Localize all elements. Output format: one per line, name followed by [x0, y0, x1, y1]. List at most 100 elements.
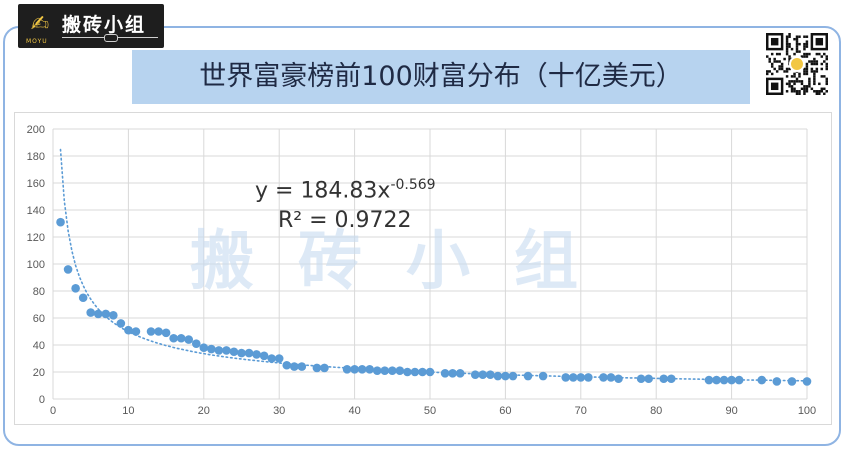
data-point [486, 370, 495, 380]
data-point [350, 365, 359, 374]
data-point [380, 366, 390, 375]
qr-module [785, 70, 789, 73]
qr-module [766, 55, 769, 58]
data-point [599, 373, 608, 382]
x-tick-label: 100 [798, 405, 816, 417]
data-point [455, 369, 465, 378]
qr-module [768, 57, 771, 61]
data-point [86, 308, 95, 317]
y-tick-label: 120 [27, 232, 45, 244]
qr-module [785, 67, 789, 71]
qr-module [815, 37, 824, 46]
qr-module [825, 65, 828, 68]
qr-module [825, 62, 828, 66]
logo-underline-knot [104, 34, 118, 42]
qr-module [795, 45, 799, 48]
qr-module [795, 47, 799, 51]
qr-module [790, 75, 794, 78]
data-point [614, 374, 623, 384]
qr-module [785, 35, 789, 38]
qr-module [805, 90, 809, 93]
qr-module [790, 90, 794, 93]
qr-module [795, 90, 799, 93]
qr-module [803, 72, 806, 76]
qr-module [805, 62, 809, 66]
qr-module [798, 92, 801, 95]
qr-module [788, 82, 791, 86]
data-point [116, 319, 126, 328]
qr-module [770, 52, 774, 56]
data-point [297, 362, 307, 371]
y-tick-label: 180 [27, 151, 45, 163]
x-tick-label: 90 [725, 405, 737, 417]
qr-module [815, 70, 819, 73]
qr-module [803, 35, 806, 38]
data-point [124, 325, 133, 335]
data-point [199, 343, 209, 352]
qr-code-icon [766, 33, 828, 95]
qr-module [803, 67, 806, 71]
qr-module [793, 75, 796, 78]
data-point [229, 347, 239, 357]
data-point [418, 367, 427, 377]
data-point [154, 327, 163, 336]
y-tick-label: 160 [27, 178, 45, 190]
qr-module [803, 52, 806, 56]
x-tick-label: 40 [348, 405, 360, 417]
x-tick-label: 20 [198, 405, 210, 417]
data-point [63, 265, 73, 274]
qr-module [805, 85, 809, 88]
x-tick-label: 10 [122, 405, 134, 417]
qr-module [825, 82, 828, 86]
x-tick-label: 70 [575, 405, 587, 417]
qr-module [820, 90, 824, 93]
qr-module [770, 65, 774, 68]
qr-module [788, 42, 791, 46]
qr-center-badge [789, 56, 805, 72]
qr-module [803, 87, 806, 91]
qr-module [805, 40, 809, 43]
x-tick-label: 30 [273, 405, 285, 417]
data-point [704, 375, 714, 385]
data-point [222, 346, 231, 355]
y-tick-label: 80 [33, 286, 45, 298]
qr-module [773, 67, 776, 71]
plot-area: 0 20 40 60 80 100 120 140 160 180 200 0 10 20 30 40 50 60… [14, 112, 832, 432]
qr-module [818, 82, 821, 86]
qr-module [813, 62, 816, 66]
qr-module [808, 52, 811, 56]
qr-module [823, 60, 826, 63]
data-point [109, 311, 118, 320]
qr-module [825, 67, 828, 71]
qr-module [780, 65, 784, 68]
qr-module [773, 60, 776, 63]
scatter-plot: 0 20 40 60 80 100 120 140 160 180 200 0 10 20 30 40 50 60… [14, 112, 832, 425]
qr-module [770, 82, 779, 91]
qr-module [790, 80, 794, 83]
data-point [395, 366, 405, 375]
qr-module [785, 40, 789, 43]
qr-module [805, 52, 809, 56]
qr-module [800, 82, 804, 86]
data-point [493, 371, 503, 381]
qr-module [800, 87, 804, 91]
data-point [727, 375, 736, 385]
qr-module [815, 52, 819, 56]
qr-module [808, 77, 811, 81]
data-point [78, 293, 88, 303]
data-point [372, 366, 382, 375]
y-tick-label: 20 [33, 367, 45, 379]
qr-module [805, 87, 809, 91]
qr-module [825, 77, 828, 81]
qr-module [803, 70, 806, 73]
qr-module [813, 60, 816, 63]
qr-module [803, 90, 806, 93]
data-point [719, 375, 729, 385]
data-point [267, 354, 276, 363]
data-point [734, 375, 744, 385]
chart-title: 世界富豪榜前100财富分布（十亿美元） [199, 61, 683, 92]
x-tick-label: 50 [424, 405, 436, 417]
qr-module [793, 90, 796, 93]
data-point [440, 369, 450, 378]
qr-module [803, 42, 806, 46]
